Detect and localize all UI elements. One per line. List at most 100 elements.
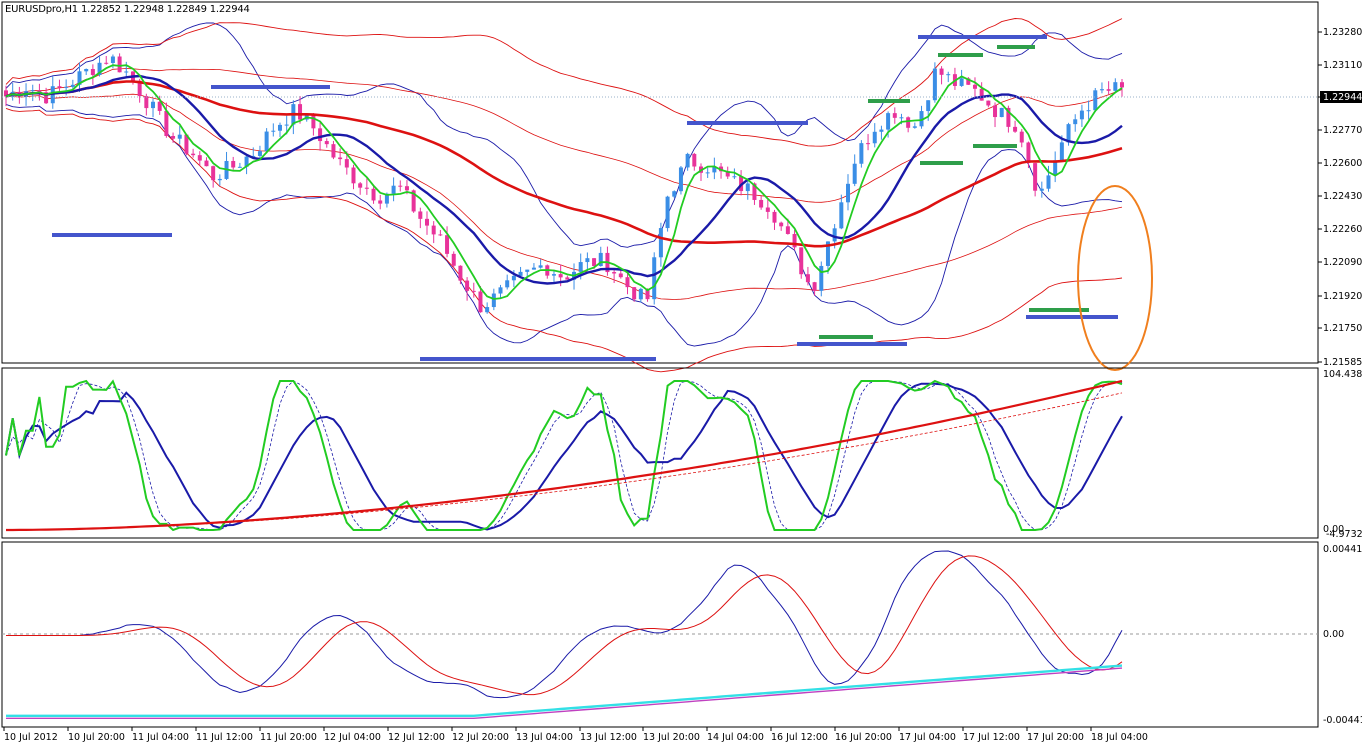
candle-body (1006, 107, 1011, 127)
time-tick-label: 13 Jul 20:00 (643, 732, 700, 743)
osc-ramp-line (6, 379, 1123, 532)
candle-body (458, 265, 463, 281)
candle-body (832, 228, 837, 242)
candle-body (465, 280, 470, 291)
candle-body (137, 80, 142, 97)
candle-body (144, 96, 149, 109)
candle-body (425, 218, 430, 226)
candle-body (191, 153, 196, 156)
candle-body (972, 84, 977, 89)
candle-body (151, 101, 156, 109)
oscillator-panel[interactable]: 104.438 0.00-4.9732 (1, 367, 1362, 540)
candle-body (511, 275, 516, 281)
candle-body (384, 193, 389, 204)
price-tick-label: 1.22090 (1323, 257, 1362, 268)
time-tick-label: 14 Jul 04:00 (707, 732, 764, 743)
candle-body (298, 104, 303, 120)
candle-body (117, 56, 122, 73)
candle-body (759, 199, 764, 208)
candle-body (1039, 188, 1044, 191)
candle-body (438, 234, 443, 236)
candle-body (712, 166, 717, 173)
candle-body (197, 155, 202, 161)
candle-body (926, 100, 931, 112)
macd-axis: 0.00441 0.00 -0.00441 (1323, 544, 1362, 726)
candle-body (986, 100, 991, 106)
candle-body (491, 293, 496, 308)
candle-body (705, 172, 710, 174)
candle-body (745, 183, 750, 192)
price-tick-label: 1.21750 (1323, 323, 1362, 334)
candle-body (899, 117, 904, 119)
candle-body (411, 190, 416, 212)
candle-body (966, 78, 971, 85)
price-tick-label: 1.22260 (1323, 224, 1362, 235)
candle-body (672, 191, 677, 197)
candle-body (478, 291, 483, 313)
time-tick-label: 16 Jul 12:00 (771, 732, 828, 743)
oscillator-axis: 104.438 0.00-4.9732 (1323, 369, 1362, 540)
bollinger-lower-blue (5, 103, 1123, 347)
candle-body (498, 287, 503, 294)
candle-body (658, 228, 663, 258)
time-tick-label: 17 Jul 12:00 (963, 732, 1020, 743)
price-tick-label: 1.22770 (1323, 125, 1362, 136)
candle-body (839, 202, 844, 229)
candle-body (1053, 160, 1058, 176)
bollinger-upper-red (5, 18, 1123, 147)
macd-panel[interactable]: 0.00441 0.00 -0.00441 (1, 541, 1362, 728)
time-tick-label: 18 Jul 04:00 (1091, 732, 1148, 743)
time-tick-label: 13 Jul 12:00 (580, 732, 637, 743)
candle-body (124, 71, 129, 73)
candle-body (44, 92, 49, 104)
candle-body (97, 62, 102, 75)
candle-body (404, 186, 409, 191)
candle-body (257, 151, 262, 156)
candle-body (104, 62, 109, 64)
candle-body (812, 282, 817, 291)
symbol-info-label: EURUSDpro,H1 1.22852 1.22948 1.22849 1.2… (5, 4, 250, 15)
macd-trend-cyan (6, 664, 1123, 717)
osc-slow-line (5, 382, 1123, 531)
candle-body (852, 163, 857, 184)
candle-body (645, 288, 650, 300)
candle-body (244, 156, 249, 167)
candle-body (551, 274, 556, 276)
time-tick-label: 10 Jul 2012 (4, 732, 58, 743)
candle-body (485, 307, 490, 313)
candle-body (284, 124, 289, 126)
candle-body (592, 258, 597, 267)
fast-moving-average (5, 64, 1123, 300)
candle-body (939, 68, 944, 75)
candle-body (311, 114, 316, 129)
candle-body (157, 101, 162, 111)
candle-body (1013, 126, 1018, 132)
candle-body (90, 69, 95, 75)
osc-tick-label: 0.00 (1323, 524, 1344, 535)
candle-body (1019, 131, 1024, 143)
candle-body (772, 211, 777, 223)
candle-body (1066, 124, 1071, 143)
candle-body (505, 280, 510, 288)
candle-body (1046, 175, 1051, 189)
candle-body (866, 143, 871, 145)
candle-body (692, 153, 697, 167)
candle-body (271, 130, 276, 132)
osc-tick-label: 104.438 (1323, 369, 1362, 380)
macd-signal-line (6, 555, 1123, 696)
time-tick-label: 11 Jul 20:00 (260, 732, 317, 743)
macd-main-line (6, 550, 1123, 699)
mid-moving-average (5, 74, 1123, 285)
candle-body (1073, 119, 1078, 125)
price-panel[interactable]: 1.23280 1.23110 1.22944 1.22770 1.22600 1.224… (1, 1, 1362, 373)
candle-body (912, 126, 917, 128)
time-tick-label: 13 Jul 04:00 (516, 732, 573, 743)
candle-body (779, 222, 784, 227)
candle-body (378, 200, 383, 204)
candle-body (959, 78, 964, 86)
price-tick-label: 1.22430 (1323, 191, 1362, 202)
candle-body (70, 84, 75, 87)
candle-body (1099, 89, 1104, 91)
